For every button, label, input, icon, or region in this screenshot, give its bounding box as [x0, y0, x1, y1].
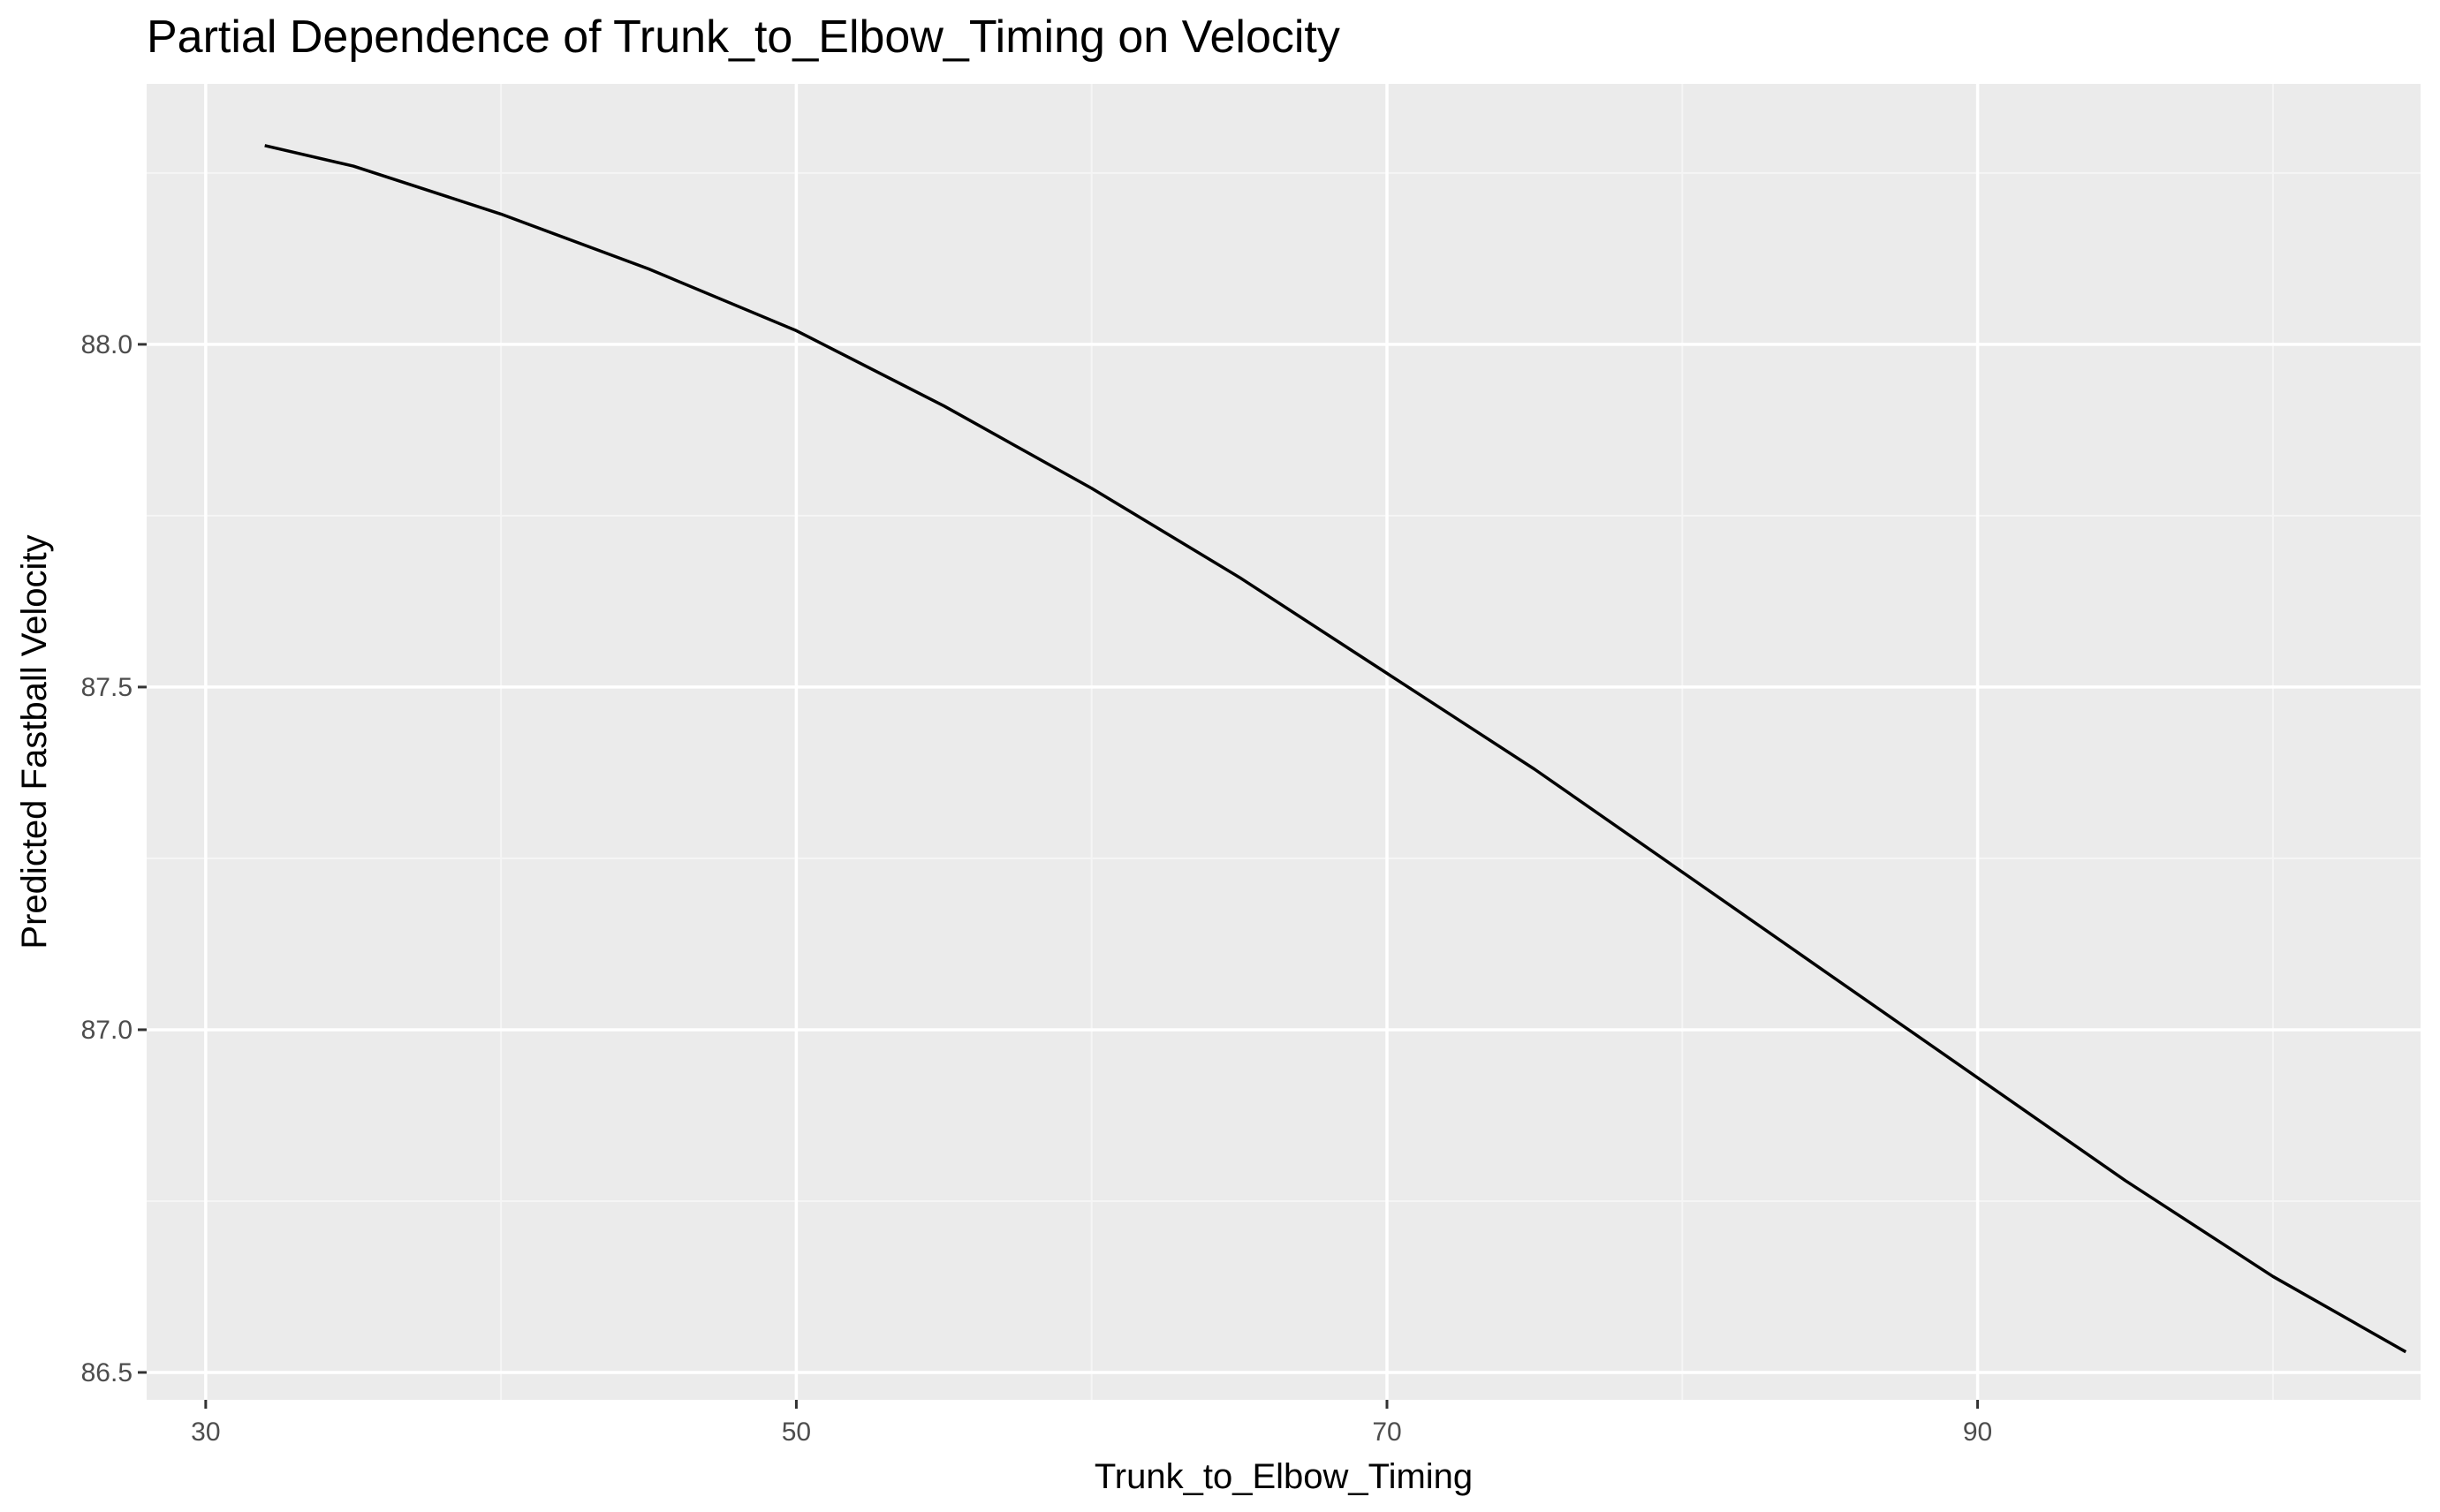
axis-ticks	[138, 343, 1980, 1409]
minor-gridlines	[147, 84, 2421, 1400]
major-gridlines	[147, 84, 2421, 1400]
y-tick-label: 86.5	[81, 1358, 133, 1387]
x-tick-label: 50	[782, 1418, 811, 1447]
x-tick-label: 90	[1963, 1418, 1992, 1447]
x-tick-label: 70	[1372, 1418, 1401, 1447]
y-tick-label: 88.0	[81, 330, 133, 359]
plot-panel	[147, 84, 2421, 1400]
chart-title: Partial Dependence of Trunk_to_Elbow_Tim…	[147, 11, 1340, 63]
axis-tick-labels: 30 50 70 90 86.5 87.0 87.5 88.0	[81, 330, 1993, 1447]
x-tick-label: 30	[191, 1418, 220, 1447]
y-tick-label: 87.0	[81, 1016, 133, 1045]
y-axis-title: Predicted Fastball Velocity	[15, 534, 54, 949]
x-axis-title: Trunk_to_Elbow_Timing	[1095, 1457, 1473, 1496]
series-line	[264, 144, 2407, 1354]
y-tick-label: 87.5	[81, 673, 133, 702]
